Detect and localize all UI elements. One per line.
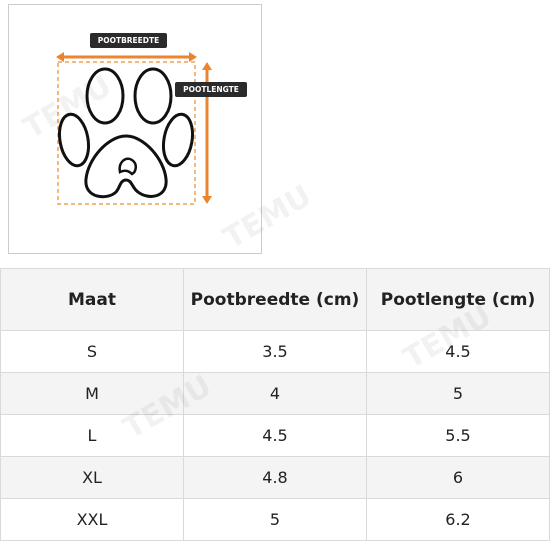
table-row: S 3.5 4.5 [0, 330, 550, 373]
page: POOTBREEDTE POOTLENGTE Maat Pootbreedte (… [0, 4, 550, 541]
table-row: L 4.5 5.5 [0, 414, 550, 457]
table-cell: 4.5 [366, 330, 550, 373]
paw-diagram: POOTBREEDTE POOTLENGTE [8, 4, 262, 254]
label-bg [90, 33, 167, 48]
toe [57, 112, 91, 168]
table-cell: S [0, 330, 184, 373]
table-cell: 4.5 [183, 414, 367, 457]
table-cell: XL [0, 456, 184, 499]
size-table: Maat Pootbreedte (cm) Pootlengte (cm) S 3.5… [0, 268, 550, 541]
table-cell: 3.5 [183, 330, 367, 373]
table-cell: 5 [366, 372, 550, 415]
table-cell: 4 [183, 372, 367, 415]
table-cell: 5 [183, 498, 367, 541]
header-cell: Maat [0, 268, 184, 331]
table-cell: XXL [0, 498, 184, 541]
header-cell: Pootlengte (cm) [366, 268, 550, 331]
header-row: Maat Pootbreedte (cm) Pootlengte (cm) [0, 268, 550, 331]
label-bg [175, 82, 247, 97]
width-label: POOTBREEDTE [98, 36, 160, 45]
table-cell: 6 [366, 456, 550, 499]
toe [161, 112, 195, 168]
table-cell: M [0, 372, 184, 415]
pad-inner [118, 157, 137, 176]
table-cell: 6.2 [366, 498, 550, 541]
table-row: XXL 5 6.2 [0, 498, 550, 541]
table-cell: 4.8 [183, 456, 367, 499]
width-arrow [56, 52, 197, 62]
table-row: XL 4.8 6 [0, 456, 550, 499]
pad [84, 134, 168, 199]
length-label: POOTLENGTE [183, 85, 239, 94]
table-cell: 5.5 [366, 414, 550, 457]
toe [85, 67, 125, 125]
header-cell: Pootbreedte (cm) [183, 268, 367, 331]
table-cell: L [0, 414, 184, 457]
toe [133, 67, 173, 125]
paw [57, 67, 195, 199]
